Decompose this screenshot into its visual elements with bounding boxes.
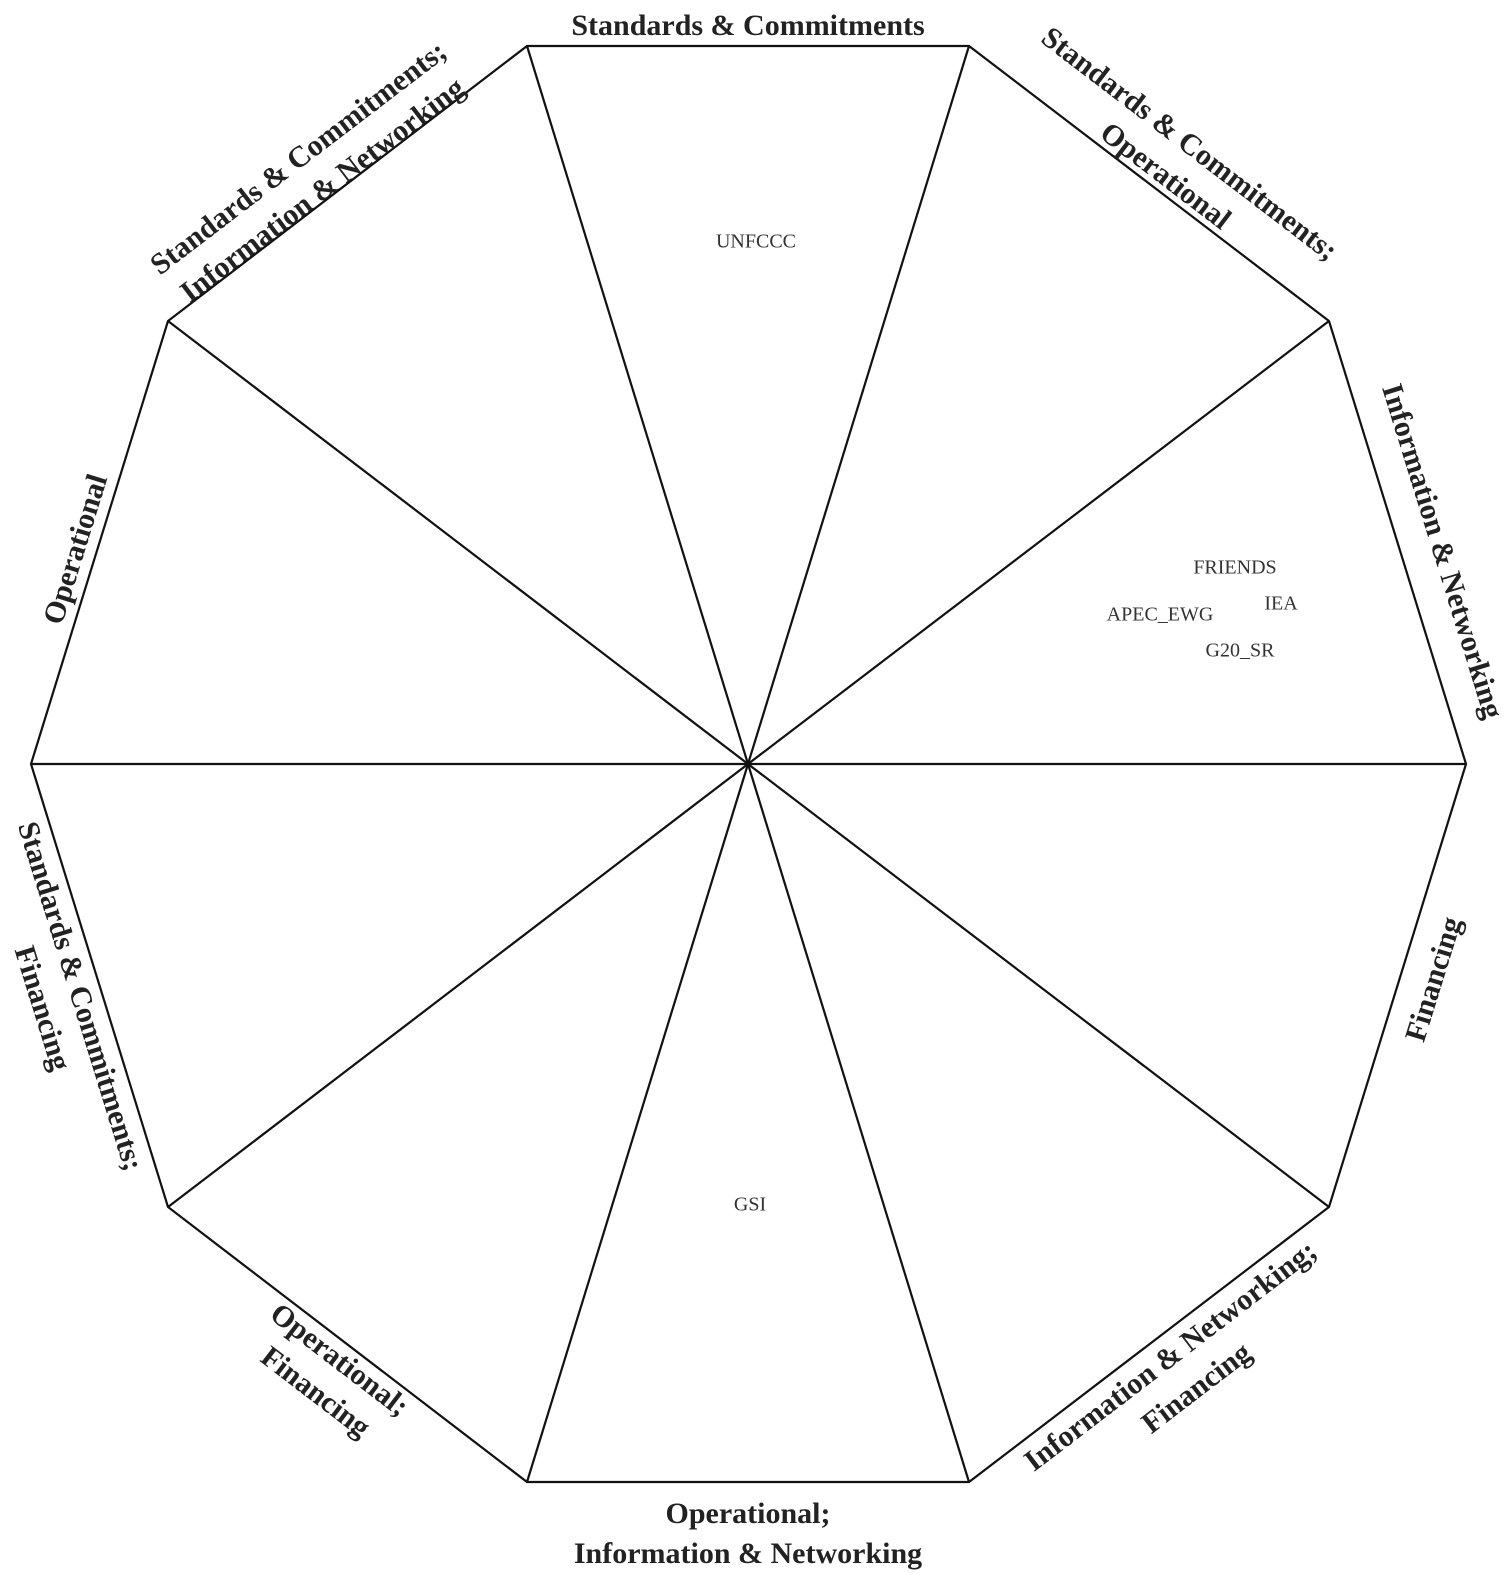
sector-label-line: Information & Networking	[1375, 380, 1508, 722]
sector-label: Information & Networking	[1375, 380, 1508, 722]
sector-label: Information & Networking;Financing	[1018, 1234, 1323, 1478]
sector-label: Standards & Commitments	[571, 9, 924, 42]
organization-label: GSI	[734, 1194, 766, 1216]
organization-label: FRIENDS	[1193, 557, 1276, 579]
sector-divider	[746, 763, 971, 1483]
sector-label-line: Operational	[37, 470, 114, 628]
sector-label: Standards & Commitments;Information & Ne…	[144, 34, 471, 308]
sector-label-line: Information & Networking	[174, 71, 471, 309]
organization-label: APEC_EWG	[1107, 604, 1214, 626]
sector-label-line: Financing	[1399, 913, 1468, 1045]
organization-label: G20_SR	[1206, 640, 1276, 662]
sector-label-line: Information & Networking	[574, 1537, 922, 1570]
organization-label: UNFCCC	[716, 231, 796, 253]
sector-label: Operational	[37, 470, 114, 628]
sector-label-line: Operational;	[666, 1497, 831, 1530]
sector-divider	[167, 320, 749, 765]
sector-divider	[747, 763, 1330, 1208]
sector-label-line: Information & Networking;	[1018, 1234, 1323, 1478]
sector-divider	[747, 320, 1330, 765]
sector-label: Operational; Information & Networking	[574, 1497, 922, 1570]
sector-label: Standards & Commitments;Financing	[8, 818, 150, 1175]
sector-label: Operational;Financing	[255, 1297, 416, 1444]
sector-divider	[525, 763, 750, 1483]
sector-label-line: Standards & Commitments;	[144, 34, 453, 281]
sector-divider	[167, 763, 749, 1208]
sector-label-line: Standards & Commitments	[571, 9, 924, 42]
sector-divider	[525, 45, 750, 765]
sector-label: Financing	[1399, 913, 1468, 1045]
sector-label: Standards & Commitments;Operational	[1035, 20, 1344, 267]
sector-label-line: Standards & Commitments;	[1035, 20, 1344, 267]
sector-divider	[746, 45, 971, 765]
organization-label: IEA	[1264, 593, 1298, 615]
